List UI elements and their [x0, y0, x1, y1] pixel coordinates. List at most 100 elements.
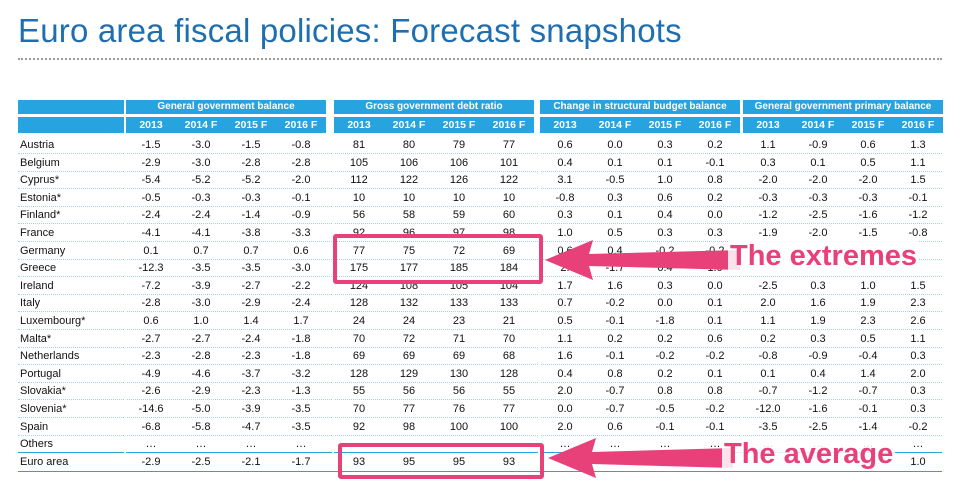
table-cell: -0.7: [758, 385, 778, 398]
table-cell: -2.5: [758, 279, 778, 292]
table-cell: -3.5: [291, 403, 311, 415]
table-cell: -2.5: [191, 455, 211, 468]
table-cell: 2.3: [860, 315, 876, 327]
table-cell: -3.2: [291, 367, 311, 380]
table-cell: 0.3: [657, 227, 673, 239]
year-header: 2016 F: [284, 119, 318, 131]
table-cell: 0.4: [657, 209, 673, 222]
country-name: Slovakia*: [20, 385, 66, 398]
table-cell: -3.0: [191, 139, 211, 151]
table-cell: 0.7: [557, 297, 573, 310]
table-cell: 80: [402, 139, 416, 151]
table-cell: -7.2: [141, 279, 161, 292]
group-header: Change in structural budget balance: [540, 100, 740, 114]
table-cell: 93: [352, 455, 366, 468]
country-name: Netherlands: [20, 350, 80, 363]
table-cell: 0.5: [860, 332, 876, 345]
year-header: 2014 F: [598, 119, 632, 131]
table-cell: 0.3: [607, 191, 623, 204]
table-cell: -5.0: [191, 403, 211, 415]
table-cell: -0.9: [291, 209, 311, 222]
year-header-band: [126, 117, 326, 133]
table-cell: 21: [502, 315, 516, 327]
table-cell: 129: [399, 367, 419, 380]
table-cell: -2.8: [291, 156, 311, 169]
table-cell: -3.7: [241, 367, 261, 380]
table-cell: 75: [402, 244, 416, 257]
table-cell: 0.6: [293, 244, 309, 257]
column-group-separator: [741, 100, 743, 470]
table-cell: 1.1: [557, 332, 573, 345]
table-cell: 0.3: [810, 332, 826, 345]
table-cell: 95: [402, 455, 416, 468]
table-cell: 175: [349, 262, 369, 275]
table-cell: 71: [452, 332, 466, 345]
average-arrow-icon: [548, 438, 733, 478]
table-cell: 24: [352, 315, 366, 327]
table-cell: 2.0: [557, 420, 573, 433]
table-cell: 1.0: [193, 315, 209, 327]
table-cell: 0.4: [557, 156, 573, 169]
table-cell: -2.9: [191, 385, 211, 398]
table-cell: -0.5: [141, 191, 161, 204]
country-name: Others: [20, 438, 54, 451]
table-cell: …: [609, 438, 621, 451]
table-cell: -2.6: [141, 385, 161, 398]
table-cell: -1.8: [291, 332, 311, 345]
table-cell: -1.5: [241, 139, 261, 151]
table-cell: 0.0: [707, 209, 723, 222]
year-header: 2016 F: [901, 119, 935, 131]
table-cell: 0.0: [657, 297, 673, 310]
table-cell: -2.1: [241, 455, 261, 468]
table-cell: -3.9: [241, 403, 261, 415]
country-name: Slovenia*: [20, 403, 67, 415]
table-cell: 0.3: [760, 156, 776, 169]
table-cell: 122: [499, 174, 519, 187]
table-cell: 1.1: [910, 332, 926, 345]
table-cell: -0.2: [705, 403, 725, 415]
table-cell: -1.8: [655, 315, 675, 327]
header-corner-top: [18, 100, 124, 114]
year-header: 2015 F: [648, 119, 682, 131]
country-name: Spain: [20, 420, 49, 433]
table-cell: 0.1: [707, 297, 723, 310]
table-cell: -0.1: [858, 403, 878, 415]
table-cell: -1.7: [291, 455, 311, 468]
table-cell: -2.7: [241, 279, 261, 292]
table-cell: -0.9: [808, 350, 828, 363]
table-cell: …: [912, 438, 924, 451]
table-cell: -0.2: [605, 297, 625, 310]
year-header: 2016 F: [698, 119, 732, 131]
table-cell: -3.5: [758, 420, 778, 433]
year-header-band: [743, 117, 943, 133]
table-cell: 24: [402, 315, 416, 327]
table-cell: 100: [499, 420, 519, 433]
table-cell: -4.9: [141, 367, 161, 380]
table-cell: 0.1: [657, 156, 673, 169]
table-cell: -3.5: [241, 262, 261, 275]
page-title: Euro area fiscal policies: Forecast snap…: [18, 12, 682, 49]
table-cell: 77: [502, 139, 516, 151]
table-cell: 0.3: [657, 279, 673, 292]
row-divider: [18, 170, 942, 172]
table-cell: 69: [402, 350, 416, 363]
table-cell: -2.7: [191, 332, 211, 345]
table-cell: 130: [449, 367, 469, 380]
table-cell: -2.9: [141, 156, 161, 169]
table-cell: 0.6: [557, 139, 573, 151]
table-cell: 0.7: [243, 244, 259, 257]
table-cell: 1.1: [910, 156, 926, 169]
row-divider: [18, 417, 942, 418]
extremes-highlight-box: [333, 234, 543, 284]
country-name: Ireland: [20, 279, 54, 292]
table-cell: 2.0: [760, 297, 776, 310]
table-cell: -0.5: [655, 403, 675, 415]
table-cell: -3.8: [241, 227, 261, 239]
table-cell: 184: [499, 262, 519, 275]
year-header: 2014 F: [801, 119, 835, 131]
table-cell: -0.3: [858, 191, 878, 204]
table-cell: 2.0: [557, 385, 573, 398]
table-cell: -2.5: [808, 420, 828, 433]
table-cell: 10: [502, 191, 516, 204]
table-cell: 1.4: [860, 367, 876, 380]
